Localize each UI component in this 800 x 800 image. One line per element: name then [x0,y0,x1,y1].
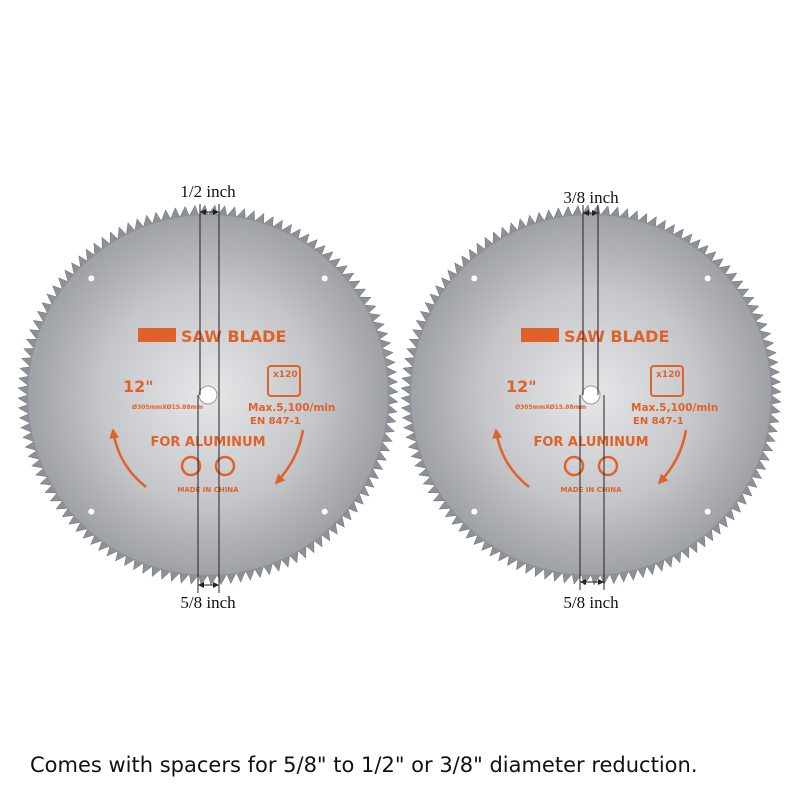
standard: EN 847-1 [250,416,301,427]
teeth: x120 [656,370,681,380]
rotation-arrow [657,429,688,485]
brand: SAW BLADE [564,327,669,346]
expansion-slot [88,275,95,282]
caption: Comes with spacers for 5/8" to 1/2" or 3… [30,753,698,777]
arbor-hole [581,385,601,405]
standard: EN 847-1 [633,416,684,427]
teeth: x120 [273,370,298,380]
size: 12" [123,377,154,396]
brand-bar [138,328,176,342]
expansion-slot [88,508,95,515]
expansion-slot [321,508,328,515]
brand: SAW BLADE [181,327,286,346]
icon-goggles [180,455,202,477]
speed: Max.5,100/min [248,402,335,414]
bottom-label: 5/8 inch [180,593,236,612]
top-label: 3/8 inch [563,188,619,207]
icon-gloves [214,455,236,477]
expansion-slot [704,275,711,282]
expansion-slot [471,275,478,282]
brand-bar [521,328,559,342]
saw-blade: SAW BLADE 12" Ø305mmXØ15.88mm x120 Max.5,100… [17,182,399,612]
top-label: 1/2 inch [180,182,236,201]
origin: MADE IN CHINA [560,486,622,494]
icon-gloves [597,455,619,477]
origin: MADE IN CHINA [177,486,239,494]
icon-goggles [563,455,585,477]
size: 12" [506,377,537,396]
speed: Max.5,100/min [631,402,718,414]
teeth-icon [267,365,301,397]
material: FOR ALUMINUM [150,435,265,450]
expansion-slot [321,275,328,282]
rotation-arrow [109,428,147,488]
material: FOR ALUMINUM [533,435,648,450]
teeth-icon [650,365,684,397]
saw-blade: SAW BLADE 12" Ø305mmXØ15.88mm x120 Max.5,100… [400,188,782,612]
rotation-arrow [492,428,530,488]
expansion-slot [704,508,711,515]
spec: Ø305mmXØ15.88mm [515,404,586,411]
expansion-slot [471,508,478,515]
bottom-label: 5/8 inch [563,593,619,612]
arbor-hole [198,385,218,405]
rotation-arrow [274,429,305,485]
spec: Ø305mmXØ15.88mm [132,404,203,411]
